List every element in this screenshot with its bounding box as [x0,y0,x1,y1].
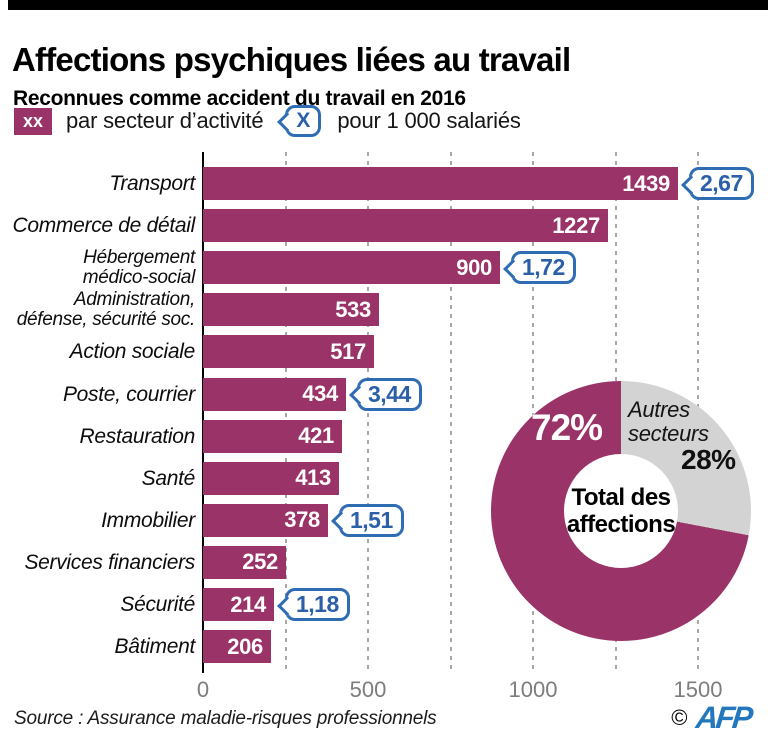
afp-wordmark: AFP [693,700,752,735]
bar: 378 [203,503,328,537]
page-title: Affections psychiques liées au travail [12,41,571,79]
x-tick-label: 1500 [673,677,723,702]
x-tick-label: 500 [349,677,387,702]
bar: 421 [203,419,342,453]
category-label: Bâtiment [114,635,196,659]
donut-other-pct: 28% [681,444,736,475]
bar-value: 1439 [622,170,670,196]
bar-row: Transport 1439 2,67 [0,167,768,200]
donut-main-pct: 72% [531,407,603,448]
bar-value: 900 [456,254,492,280]
bar-value: 214 [230,591,266,617]
bar-value: 421 [298,423,334,449]
rate-bubble: 2,67 [689,167,754,200]
bar-row: Sécurité 214 1,18 [0,588,768,621]
top-accent-bar [8,0,768,10]
category-label: Hébergement médico-social [82,246,196,288]
donut-center-label: Total des affections [566,484,676,538]
bar-row: Hébergement médico-social 900 1,72 [0,247,768,287]
category-label: Commerce de détail [12,214,195,238]
category-label: Action sociale [69,340,196,364]
category-label: Restauration [79,424,196,448]
y-axis-line [202,152,204,673]
bar-value: 434 [302,381,338,406]
legend-rate-label: pour 1 000 salariés [337,108,521,133]
bar-value: 533 [335,296,371,322]
bar-row: Action sociale 517 [0,335,768,369]
bar-row: Immobilier 378 1,51 [0,503,768,537]
category-label: Sécurité [120,593,195,616]
copyright-symbol: © [671,705,688,730]
bar: 413 [203,461,339,495]
bar-value: 206 [227,633,263,659]
source-note: Source : Assurance maladie-risques profe… [14,708,437,729]
bar: 252 [203,545,286,579]
x-tick-label: 1000 [508,677,558,702]
gridline [532,152,534,672]
bar-value: 413 [295,465,331,491]
legend: xx par secteur d’activité X pour 1 000 s… [14,104,521,138]
rate-bubble: 1,51 [339,503,404,537]
bar-value: 252 [242,549,278,575]
category-label: Services financiers [24,550,195,574]
legend-rate-symbol: X [296,109,311,132]
donut-chart: 72% Autres secteurs 28% Total des affect… [491,381,751,641]
category-label: Poste, courrier [62,382,195,406]
bar: 206 [203,630,271,664]
legend-bar-swatch: xx [14,107,52,135]
rate-bubble: 1,18 [285,588,350,621]
donut-hole [564,454,678,568]
legend-bar-label: par secteur d’activité [66,108,264,133]
bar-row: Santé 413 [0,461,768,495]
bar-value: 517 [330,338,366,364]
bar-row: Services financiers 252 [0,545,768,579]
category-label: Administration, défense, sécurité soc. [16,288,196,330]
bar-row: Commerce de détail 1227 [0,209,768,243]
subtitle: Reconnues comme accident du travail en 2… [13,87,466,111]
bar-value: 378 [284,507,320,533]
category-label: Santé [141,466,196,490]
rate-bubble: 1,72 [511,251,576,285]
bar: 1227 [203,209,608,243]
bar-row: Restauration 421 [0,419,768,453]
donut-other-label: Autres secteurs [628,397,709,446]
legend-rate-bubble: X [285,105,322,137]
bar-chart: Transport 1439 2,67 Commerce de détail 1227 H… [0,152,768,712]
bar: 517 [203,335,374,369]
bar-row: Administration, défense, sécurité soc. 53… [0,289,768,329]
category-label: Immobilier [101,508,195,532]
gridline [449,152,452,672]
gridline [284,152,287,672]
bar: 214 [203,588,274,621]
bar: 434 [203,377,346,411]
bar: 1439 [203,167,678,200]
bar-row: Poste, courrier 434 3,44 [0,377,768,411]
bar: 900 [203,251,500,285]
gridline [367,152,369,672]
bar-value: 1227 [552,212,600,238]
category-label: Transport [109,172,195,195]
afp-logo: © AFP [671,700,752,736]
bar: 533 [203,293,379,327]
rate-bubble: 3,44 [357,377,422,411]
x-tick-label: 0 [196,677,210,702]
bar-row: Bâtiment 206 [0,630,768,664]
